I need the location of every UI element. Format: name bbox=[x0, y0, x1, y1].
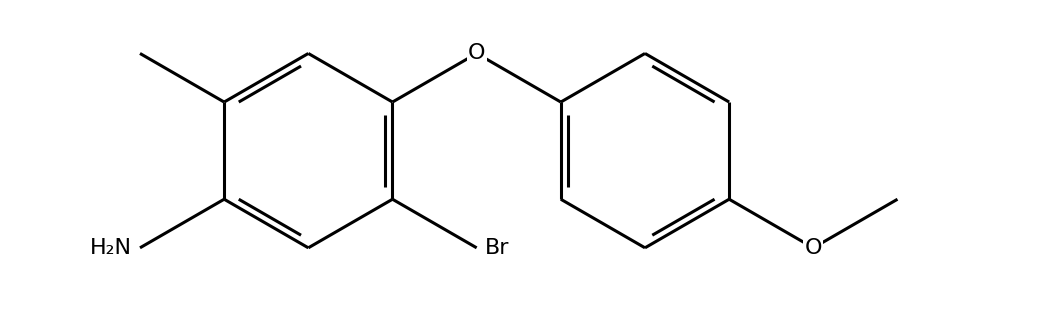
Text: O: O bbox=[468, 44, 486, 63]
Text: Br: Br bbox=[485, 238, 509, 258]
Text: H₂N: H₂N bbox=[91, 238, 132, 258]
Text: O: O bbox=[804, 238, 822, 258]
